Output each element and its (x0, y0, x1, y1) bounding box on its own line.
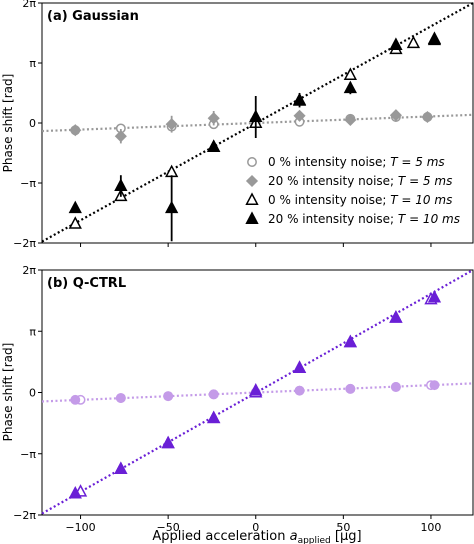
legend-label-3: 20 % intensity noise; T = 10 ms (268, 212, 460, 226)
y-tick-label-3: π (29, 325, 36, 338)
fit-lines (41, 2, 474, 243)
data-point-26 (406, 35, 421, 49)
legend-label-T-0: T = 5 ms (390, 155, 444, 169)
legend-label-T-3: T = 10 ms (398, 212, 460, 226)
legend-label-T-1: T = 5 ms (398, 174, 452, 188)
y-tick-label-3: π (29, 57, 36, 70)
y-tick-label-2: 0 (29, 117, 36, 130)
data-point-14 (294, 385, 305, 396)
x-tick-label-0: −100 (65, 521, 95, 534)
y-axis-label: Phase shift [rad] (1, 74, 15, 173)
y-tick-label-4: 2π (22, 0, 36, 10)
legend-label-0: 0 % intensity noise; T = 5 ms (268, 155, 445, 169)
data-markers (68, 31, 442, 242)
x-ticks: −100 −50 0 50 100 (65, 515, 441, 534)
data-point-33 (292, 92, 307, 106)
data-point-legend-2 (245, 192, 259, 205)
data-point-17 (429, 380, 440, 391)
y-tick-label-1: −π (20, 177, 36, 190)
legend-label-text-0: 0 % intensity noise; (268, 155, 390, 169)
x-ticks (80, 243, 432, 247)
y-tick-label-0: −2π (13, 237, 36, 250)
legend-label-T-2: T = 10 ms (390, 193, 452, 207)
data-markers (68, 289, 442, 499)
data-point-35 (389, 37, 403, 50)
data-point-32 (249, 109, 263, 122)
y-ticks: −2π −π 0 π 2π (13, 0, 42, 250)
data-point-24 (343, 67, 358, 80)
fit-line-1 (41, 2, 474, 243)
data-point-36 (427, 32, 442, 46)
panel-gaussian: −2π −π 0 π 2π (a) Gaussian Phase shift [rad]… (1, 0, 474, 250)
data-point-legend-0 (247, 157, 257, 167)
y-tick-label-2: 0 (29, 387, 36, 400)
data-point-31 (249, 383, 263, 396)
data-point-10 (114, 130, 127, 143)
data-point-28 (114, 461, 128, 475)
data-point-16 (390, 382, 401, 392)
x-tick-label-1: −50 (157, 521, 180, 534)
data-point-35 (427, 289, 442, 303)
data-point-12 (207, 112, 220, 125)
data-point-legend-3 (245, 211, 259, 224)
panel-label: (b) Q-CTRL (47, 276, 126, 291)
data-point-30 (165, 200, 179, 214)
data-point-15 (345, 383, 356, 394)
data-point-10 (115, 393, 126, 403)
legend-label-text-2: 0 % intensity noise; (268, 193, 390, 207)
data-point-17 (421, 110, 434, 124)
data-point-32 (292, 360, 307, 373)
data-point-28 (68, 200, 82, 214)
data-point-11 (165, 118, 178, 131)
y-tick-label-4: 2π (22, 264, 36, 277)
x-tick-label-4: 100 (420, 521, 441, 534)
y-ticks: −2π −π 0 π 2π (13, 264, 42, 522)
data-point-11 (163, 391, 174, 402)
panel-label: (a) Gaussian (47, 9, 139, 24)
x-axis-label: Applied acceleration aapplied [μg] (152, 529, 361, 544)
data-point-18 (68, 216, 82, 229)
data-point-15 (344, 113, 357, 127)
data-point-legend-1 (245, 174, 259, 188)
data-point-34 (343, 80, 358, 94)
legend-label-1: 20 % intensity noise; T = 5 ms (268, 174, 452, 188)
data-point-30 (207, 410, 221, 424)
y-axis-label: Phase shift [rad] (1, 343, 15, 442)
y-tick-label-1: −π (20, 448, 36, 461)
data-point-12 (208, 389, 219, 400)
data-point-9 (70, 394, 81, 405)
y-tick-label-0: −2π (13, 509, 36, 522)
x-tick-label-3: 50 (336, 521, 350, 534)
data-point-29 (114, 178, 128, 191)
data-point-29 (161, 435, 175, 449)
data-point-16 (389, 109, 402, 122)
legend-label-text-3: 20 % intensity noise; (268, 212, 398, 226)
data-point-33 (343, 334, 358, 348)
data-point-31 (207, 139, 221, 152)
data-point-34 (389, 310, 403, 323)
data-point-14 (293, 109, 306, 122)
legend-label-text-1: 20 % intensity noise; (268, 174, 398, 188)
panel-qctrl: −2π −π 0 π 2π −100 −50 0 50 100 (b) Q-CTRL Phase… (1, 264, 474, 544)
data-point-9 (69, 124, 82, 137)
legend-label-2: 0 % intensity noise; T = 10 ms (268, 193, 452, 207)
data-point-27 (68, 485, 82, 499)
x-tick-label-2: 0 (252, 521, 259, 534)
